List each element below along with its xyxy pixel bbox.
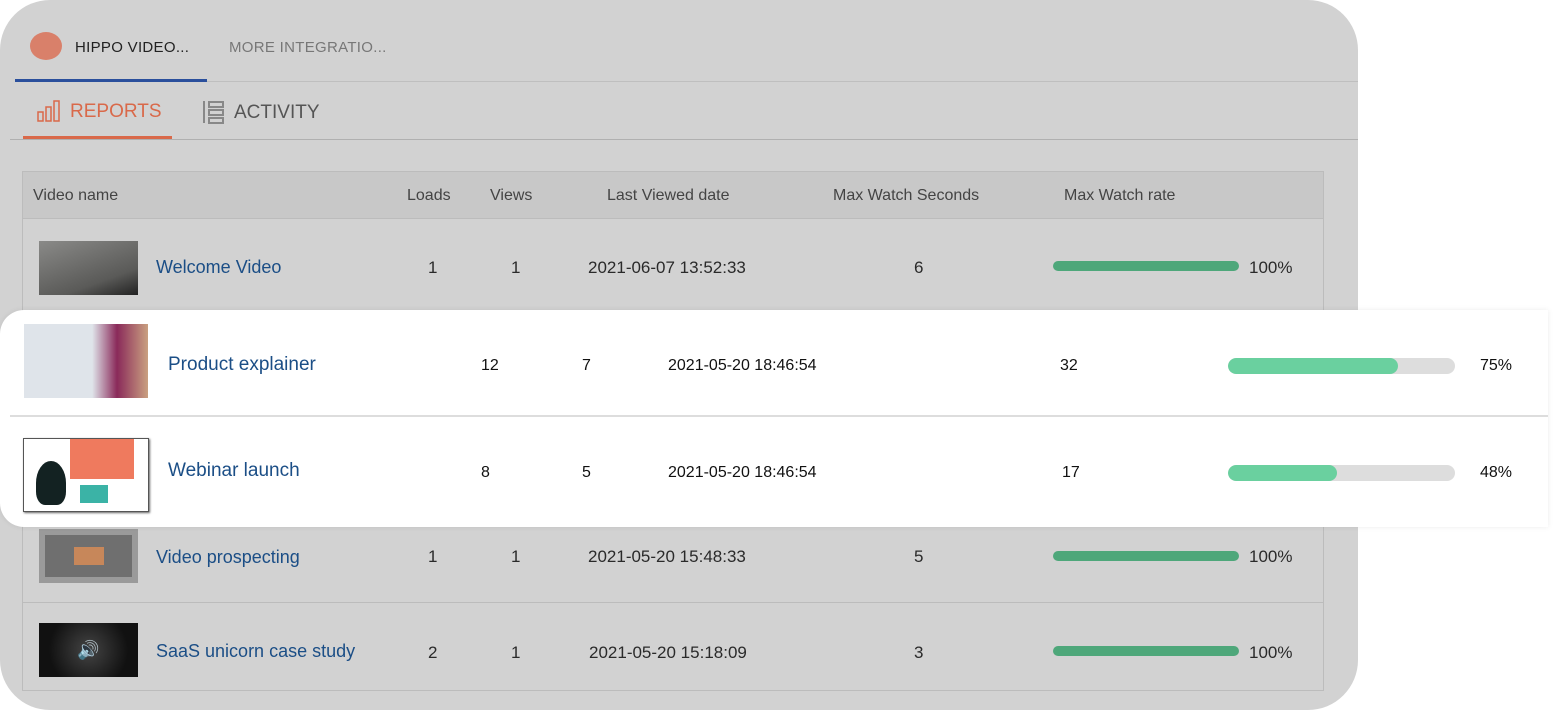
last-viewed: 2021-06-07 13:52:33: [588, 258, 746, 277]
table-row[interactable]: Product explainer 12 7 2021-05-20 18:46:…: [0, 310, 1548, 415]
watch-rate: 100%: [1249, 258, 1293, 277]
views: 5: [582, 464, 591, 481]
max-watch-seconds: 6: [914, 258, 924, 277]
watch-rate: 100%: [1249, 643, 1293, 662]
video-name-link[interactable]: SaaS unicorn case study: [156, 641, 356, 661]
header-max-watch-seconds[interactable]: Max Watch Seconds: [833, 187, 980, 204]
tab-hippo-video[interactable]: HIPPO VIDEO...: [15, 20, 207, 82]
tab-label: HIPPO VIDEO...: [75, 39, 190, 56]
tab-more-integrations[interactable]: MORE INTEGRATIO...: [229, 39, 387, 56]
table-row[interactable]: 🔊 SaaS unicorn case study 2 1 2021-05-20…: [23, 603, 1323, 693]
watch-rate-fill: [1228, 358, 1399, 374]
last-viewed: 2021-05-20 18:46:54: [668, 464, 817, 481]
tab-label: REPORTS: [70, 101, 162, 122]
video-thumbnail[interactable]: [39, 241, 138, 295]
loads: 8: [481, 464, 490, 481]
max-watch-seconds: 3: [914, 643, 924, 662]
watch-rate-bar: [1053, 646, 1239, 656]
video-thumbnail[interactable]: [24, 324, 148, 398]
max-watch-seconds: 5: [914, 547, 924, 566]
divider: [10, 139, 1358, 140]
header-max-watch-rate[interactable]: Max Watch rate: [1064, 187, 1176, 204]
video-name-link[interactable]: Webinar launch: [168, 460, 300, 481]
watch-rate-bar: [1228, 465, 1455, 481]
watch-rate: 75%: [1480, 357, 1513, 374]
row-divider: [10, 415, 1548, 417]
tab-label: ACTIVITY: [234, 102, 320, 123]
loads: 1: [428, 258, 438, 277]
loads: 12: [481, 357, 499, 374]
tab-reports[interactable]: REPORTS: [23, 92, 172, 139]
video-name-link[interactable]: Video prospecting: [156, 547, 300, 567]
table-header: Video name Loads Views Last Viewed date …: [23, 172, 1323, 219]
table-row[interactable]: Video prospecting 1 1 2021-05-20 15:48:3…: [23, 511, 1323, 603]
views: 1: [511, 643, 521, 662]
header-loads[interactable]: Loads: [407, 187, 451, 204]
last-viewed: 2021-05-20 15:18:09: [589, 643, 747, 662]
max-watch-seconds: 32: [1060, 357, 1078, 374]
max-watch-seconds: 17: [1062, 464, 1080, 481]
watch-rate-bar: [1228, 358, 1455, 374]
video-name-link[interactable]: Welcome Video: [156, 257, 282, 277]
video-name-link[interactable]: Product explainer: [168, 354, 316, 375]
header-video-name[interactable]: Video name: [33, 187, 119, 204]
video-thumbnail[interactable]: [39, 529, 138, 583]
header-last-viewed[interactable]: Last Viewed date: [607, 187, 730, 204]
hippo-logo-icon: [30, 32, 62, 60]
video-thumbnail[interactable]: 🔊: [39, 623, 138, 677]
bar-chart-icon: [37, 100, 60, 122]
tab-activity[interactable]: ACTIVITY: [200, 92, 340, 139]
table-row[interactable]: Webinar launch 8 5 2021-05-20 18:46:54 1…: [0, 417, 1548, 522]
list-icon: [203, 101, 224, 124]
views: 7: [582, 357, 591, 374]
header-views[interactable]: Views: [490, 187, 533, 204]
views: 1: [511, 547, 521, 566]
views: 1: [511, 258, 521, 277]
watch-rate-bar: [1053, 551, 1239, 561]
watch-rate-fill: [1228, 465, 1337, 481]
table-row[interactable]: Welcome Video 1 1 2021-06-07 13:52:33 6 …: [23, 219, 1323, 313]
watch-rate: 48%: [1480, 464, 1513, 481]
last-viewed: 2021-05-20 15:48:33: [588, 547, 746, 566]
highlighted-rows-card: Product explainer 12 7 2021-05-20 18:46:…: [0, 310, 1548, 527]
video-thumbnail[interactable]: [23, 438, 149, 512]
loads: 1: [428, 547, 438, 566]
watch-rate: 100%: [1249, 547, 1293, 566]
watch-rate-bar: [1053, 261, 1239, 271]
loads: 2: [428, 643, 438, 662]
divider: [207, 81, 1358, 82]
last-viewed: 2021-05-20 18:46:54: [668, 357, 817, 374]
